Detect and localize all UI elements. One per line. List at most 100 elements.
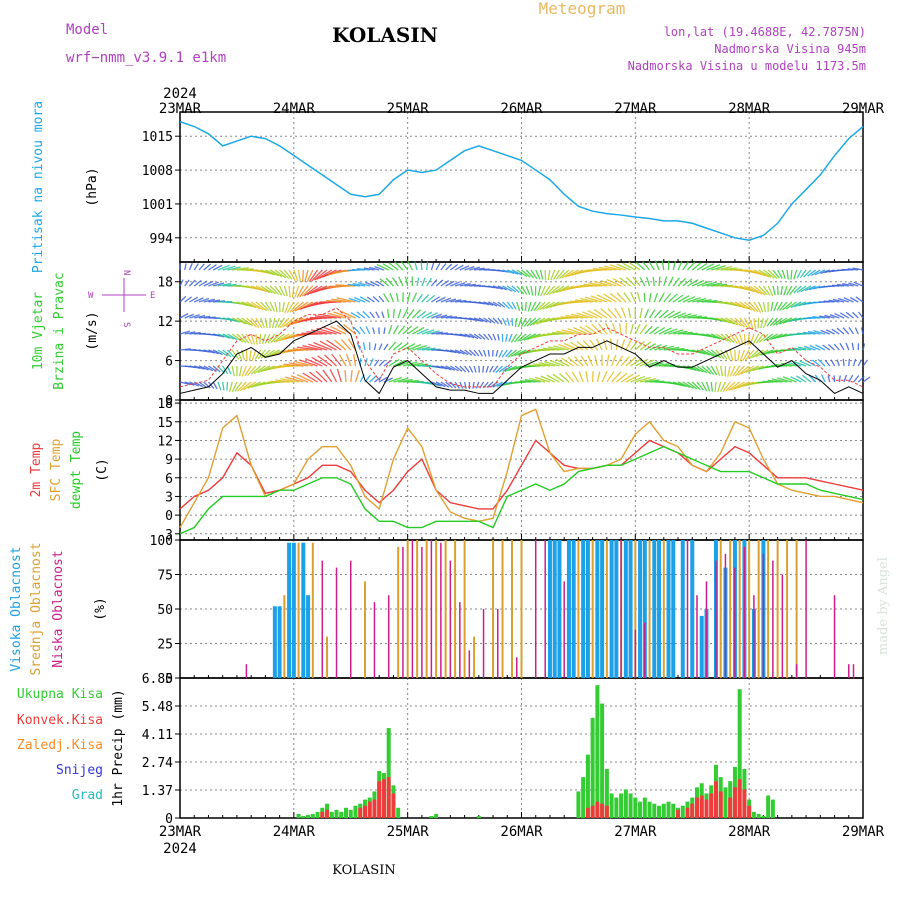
- wind-barb: [402, 308, 409, 319]
- wind-barb: [269, 301, 275, 312]
- wind-barb: [498, 349, 504, 358]
- wind-barb: [663, 346, 680, 351]
- wind-barb: [630, 357, 643, 367]
- x-date-bottom-4: 27MAR: [614, 824, 657, 840]
- wind-barb: [348, 297, 361, 303]
- wind-barb: [217, 282, 232, 287]
- product-title: Meteogram: [539, 0, 626, 18]
- wind-barb: [653, 326, 666, 335]
- wind-barb: [366, 296, 375, 303]
- wind-barb: [468, 349, 477, 357]
- wind-barb: [706, 282, 722, 287]
- wind-barb: [560, 316, 579, 319]
- cloud-low-bar: [482, 609, 485, 678]
- cloud-high-bar: [657, 540, 662, 678]
- wind-barb: [464, 283, 476, 287]
- wind-barb: [250, 317, 260, 329]
- wind-barb: [184, 279, 190, 287]
- wind-barb: [383, 343, 389, 351]
- cloud-mid-bar: [795, 540, 798, 678]
- wind-barb: [744, 301, 756, 312]
- precip-total-bar: [671, 803, 676, 818]
- wind-barb: [431, 331, 444, 335]
- wind-barb: [282, 317, 295, 328]
- wind-barb: [430, 262, 435, 271]
- wind-barb: [431, 381, 442, 387]
- wind-barb: [440, 315, 453, 319]
- wind-barb: [538, 362, 555, 367]
- wind-barb: [739, 349, 746, 362]
- precip-conv-bar: [367, 801, 372, 818]
- wind-barb: [319, 340, 337, 351]
- wind-barb: [435, 262, 441, 271]
- wind-barb: [715, 317, 732, 324]
- wind-barb: [696, 365, 708, 374]
- wind-barb: [459, 365, 467, 373]
- wind-barb: [658, 345, 674, 351]
- x-date-top-5: 28MAR: [728, 101, 771, 117]
- model-elevation-label: Nadmorska Visina u modelu 1173.5m: [628, 59, 866, 73]
- wind-barb: [743, 317, 752, 330]
- wind-barb: [570, 313, 589, 319]
- wind-barb: [648, 292, 652, 303]
- wind-barb: [526, 333, 541, 340]
- wind-barb: [301, 332, 323, 335]
- wind-barb: [264, 333, 271, 344]
- wind-barb: [267, 333, 276, 344]
- wind-barb: [213, 282, 225, 287]
- wind-barb: [598, 266, 617, 271]
- wind-barb: [767, 269, 778, 280]
- precip-total-bar: [633, 797, 638, 818]
- wind-barb: [421, 277, 426, 287]
- wind-barb: [539, 269, 544, 280]
- wind-barb: [545, 285, 556, 296]
- wind-barb: [310, 329, 332, 335]
- wind-barb: [745, 365, 759, 374]
- wind-barb: [724, 333, 735, 344]
- wind-barb: [696, 280, 711, 287]
- wind-barb: [445, 280, 455, 287]
- wind-barb: [472, 381, 475, 389]
- wind-barb: [502, 301, 510, 310]
- wind-barb: [801, 374, 812, 383]
- precip-conv-bar: [709, 793, 714, 818]
- wind-barb: [502, 365, 513, 372]
- wind-barb: [565, 314, 584, 319]
- y-tick-label: 6: [165, 355, 173, 370]
- wind-barb: [231, 317, 247, 325]
- wind-barb: [788, 362, 802, 367]
- wind-barb: [308, 343, 328, 351]
- wind-barb: [710, 349, 722, 359]
- cloud-high-bar: [628, 540, 633, 678]
- x-date-bottom-2: 25MAR: [387, 824, 430, 840]
- temp-label-1: SFC Temp: [49, 439, 64, 502]
- cloud-high-bar: [557, 540, 562, 678]
- wind-barb: [489, 365, 494, 373]
- wind-barb: [561, 269, 575, 279]
- precip-total-bar: [628, 793, 633, 818]
- wind-barb: [250, 365, 262, 375]
- x-date-bottom-1: 24MAR: [273, 824, 316, 840]
- wind-barb: [353, 326, 361, 335]
- wind-barb: [751, 349, 764, 359]
- wind-barb: [555, 285, 570, 294]
- wind-barb: [359, 296, 371, 303]
- wind-barb: [362, 310, 371, 319]
- wind-barb: [241, 317, 254, 327]
- wind-barb: [435, 296, 446, 303]
- wind-barb: [561, 329, 579, 335]
- wind-barb: [843, 297, 854, 303]
- wind-barb: [269, 269, 283, 278]
- wind-barb: [527, 301, 532, 312]
- wind-barb: [261, 333, 266, 344]
- cloud-low-bar: [833, 595, 836, 678]
- wind-barb: [311, 269, 323, 282]
- wind-barb: [687, 297, 701, 303]
- precip-label-2: Zaledj.Kisa: [17, 738, 103, 753]
- wind-barb: [398, 276, 404, 287]
- wind-barb: [274, 269, 287, 279]
- wind-barb: [711, 283, 728, 287]
- wind-barb: [506, 301, 514, 310]
- wind-barb: [591, 323, 603, 335]
- precip-total-bar: [623, 789, 628, 818]
